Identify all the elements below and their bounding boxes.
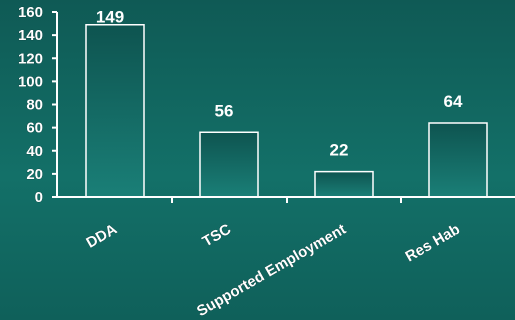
bar-outline (428, 122, 488, 197)
y-tick-label: 40 (26, 143, 43, 160)
bar-fill (315, 171, 373, 197)
y-tick-label: 160 (18, 4, 43, 21)
y-tick-label: 60 (26, 120, 43, 137)
bar-fill (86, 24, 144, 197)
data-label: 22 (330, 141, 349, 160)
bar-outline (314, 170, 374, 197)
y-axis: 0 20 40 60 80 100 120 140 160 (18, 4, 58, 206)
bar-outline (85, 23, 145, 197)
y-tick-label: 20 (26, 166, 43, 183)
data-label: 64 (444, 92, 463, 111)
bar-fill (200, 132, 258, 197)
data-label: 149 (96, 8, 124, 27)
bar (199, 131, 259, 197)
y-tick-label: 120 (18, 50, 43, 67)
x-tick-label: TSC (200, 221, 235, 251)
data-labels-group: 149 56 22 64 (96, 8, 463, 160)
x-tick-label: DDA (83, 221, 120, 252)
y-tick-label: 100 (18, 73, 43, 90)
bar-outline (199, 131, 259, 197)
bars-group (85, 23, 488, 197)
bar-fill (429, 123, 487, 197)
bar (314, 170, 374, 197)
y-tick-label: 140 (18, 27, 43, 44)
bar (85, 23, 145, 197)
x-tick-label: Res Hab (403, 221, 463, 266)
y-tick-label: 0 (35, 189, 43, 206)
data-label: 56 (215, 101, 234, 120)
bar (428, 122, 488, 197)
y-tick-label: 80 (26, 97, 43, 114)
